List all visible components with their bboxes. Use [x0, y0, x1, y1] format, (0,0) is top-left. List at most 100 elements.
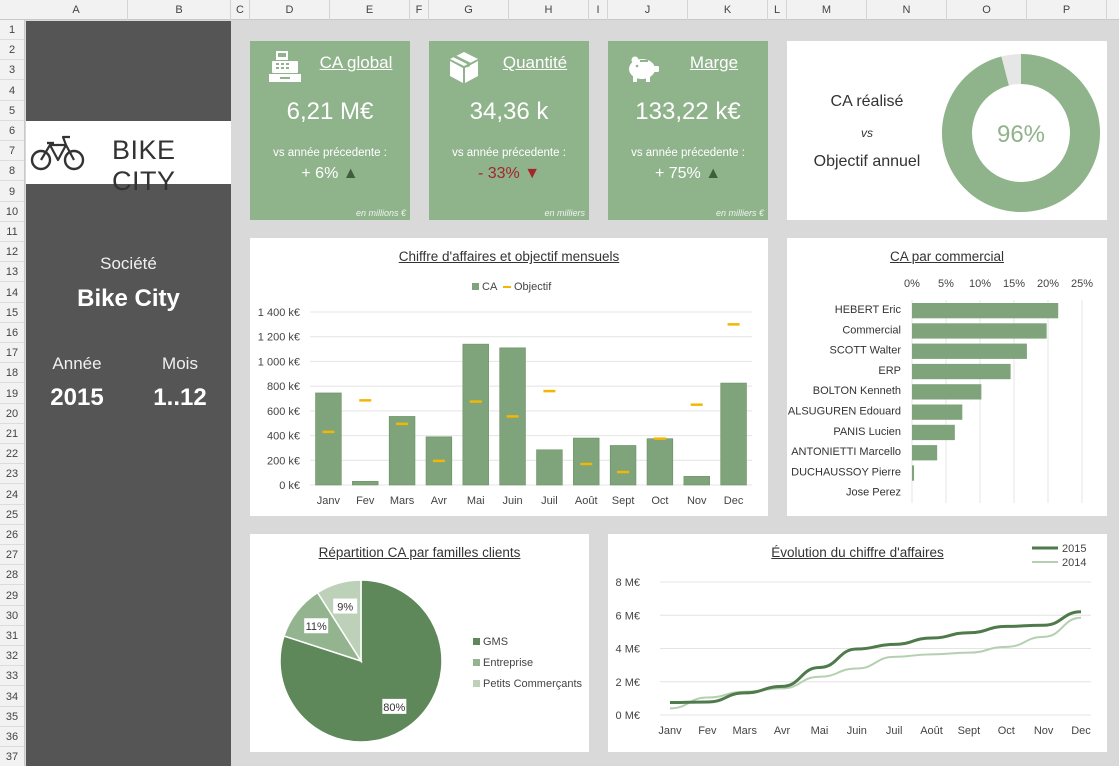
monthly-revenue-chart-panel[interactable]: Chiffre d'affaires et objectif mensuels … [250, 238, 768, 516]
piggy-bank-icon [629, 56, 659, 82]
row-header-14[interactable]: 14 [0, 283, 24, 303]
kpi-card-marge: Marge 133,22 k€ vs année précedente : + … [608, 41, 768, 220]
row-header-2[interactable]: 2 [0, 40, 24, 61]
column-header-N[interactable]: N [867, 0, 947, 20]
row-header-32[interactable]: 32 [0, 646, 24, 667]
row-header-36[interactable]: 36 [0, 727, 24, 747]
row-header-24[interactable]: 24 [0, 485, 24, 505]
row-header-3[interactable]: 3 [0, 60, 24, 81]
kpi-delta: + 75% ▲ [608, 165, 768, 183]
y-tick-label: 1 000 k€ [258, 356, 300, 368]
column-header-G[interactable]: G [429, 0, 509, 20]
column-header-A[interactable]: A [25, 0, 128, 20]
row-header-4[interactable]: 4 [0, 81, 24, 101]
row-header-23[interactable]: 23 [0, 464, 24, 485]
row-header-16[interactable]: 16 [0, 323, 24, 343]
column-header-P[interactable]: P [1027, 0, 1107, 20]
column-header-L[interactable]: L [768, 0, 787, 20]
objective-line-1: CA réalisé [830, 93, 904, 110]
sales-by-rep-chart-panel[interactable]: CA par commercial 0% 5% 10% 15% 20% 25% HEBERT… [787, 238, 1107, 516]
row-header-21[interactable]: 21 [0, 424, 24, 444]
column-header-D[interactable]: D [250, 0, 330, 20]
row-header-35[interactable]: 35 [0, 707, 24, 727]
row-header-37[interactable]: 37 [0, 747, 24, 766]
x-tick-label: Nov [1034, 725, 1054, 737]
x-tick-label: 0% [904, 278, 920, 290]
rep-name-label: ANTONIETTI Marcello [791, 446, 901, 458]
x-tick-label: Mars [390, 495, 415, 507]
legend-objectif-label: Objectif [514, 281, 552, 293]
column-header-K[interactable]: K [688, 0, 768, 20]
rep-bar [912, 303, 1059, 319]
row-header-6[interactable]: 6 [0, 121, 24, 141]
x-tick-label: 15% [1003, 278, 1025, 290]
column-header-B[interactable]: B [128, 0, 231, 20]
row-header-25[interactable]: 25 [0, 505, 24, 525]
row-header-8[interactable]: 8 [0, 161, 24, 182]
row-header-31[interactable]: 31 [0, 626, 24, 646]
row-header-27[interactable]: 27 [0, 545, 24, 566]
row-header-bar: 1 2 3 4 5 6 7 8 9 10 11 12 13 14 15 16 17 18 19 20 21 22 23 24 2… [0, 20, 25, 766]
kpi-card-ca-global: CA global 6,21 M€ vs année précedente : … [250, 41, 410, 220]
rep-name-label: BOLTON Kenneth [813, 385, 901, 397]
logo-text: BIKE CITY [112, 135, 176, 196]
x-tick-label: 20% [1037, 278, 1059, 290]
kpi-title[interactable]: Marge [689, 53, 739, 72]
customer-family-pie-chart: 80% 11% 9% GMS Entreprise Petits Commerçants [279, 579, 583, 743]
column-header-C[interactable]: C [231, 0, 250, 20]
row-header-13[interactable]: 13 [0, 262, 24, 283]
pie-label-box [382, 698, 407, 714]
row-header-10[interactable]: 10 [0, 202, 24, 222]
row-header-9[interactable]: 9 [0, 182, 24, 202]
revenue-evolution-chart-panel[interactable]: Évolution du chiffre d'affaires 0 M€ 2 M€… [608, 534, 1107, 752]
sales-by-rep-bar-chart: 0% 5% 10% 15% 20% 25% HEBERT Eric Commercial SCO… [788, 278, 1093, 503]
row-header-12[interactable]: 12 [0, 242, 24, 263]
row-header-29[interactable]: 29 [0, 586, 24, 606]
row-header-19[interactable]: 19 [0, 384, 24, 404]
revenue-bar [683, 476, 710, 486]
column-header-M[interactable]: M [787, 0, 867, 20]
pie-value-label: 80% [383, 702, 405, 714]
y-tick-label: 4 M€ [616, 644, 640, 656]
row-header-7[interactable]: 7 [0, 141, 24, 162]
column-header-F[interactable]: F [410, 0, 429, 20]
row-header-26[interactable]: 26 [0, 525, 24, 545]
row-header-30[interactable]: 30 [0, 606, 24, 626]
legend-label: 2015 [1062, 543, 1086, 555]
column-header-I[interactable]: I [589, 0, 608, 20]
rep-name-label: PANIS Lucien [833, 426, 901, 438]
row-header-1[interactable]: 1 [0, 20, 24, 40]
x-tick-label: Dec [1071, 725, 1091, 737]
x-tick-label: Juin [847, 725, 867, 737]
chart-title: Évolution du chiffre d'affaires [771, 545, 944, 560]
row-header-11[interactable]: 11 [0, 222, 24, 242]
column-header-O[interactable]: O [947, 0, 1027, 20]
legend-swatch [473, 638, 480, 645]
row-header-20[interactable]: 20 [0, 404, 24, 424]
row-header-18[interactable]: 18 [0, 363, 24, 384]
kpi-title[interactable]: Quantité [502, 53, 568, 72]
row-header-15[interactable]: 15 [0, 303, 24, 323]
rep-bar [912, 404, 963, 420]
x-tick-label: Sept [958, 725, 981, 737]
pie-label-box [304, 618, 329, 634]
pie-value-label: 9% [337, 602, 353, 614]
company-logo: BIKE CITY [26, 121, 231, 196]
year-value: 2015 [50, 384, 104, 411]
column-header-E[interactable]: E [330, 0, 410, 20]
row-header-5[interactable]: 5 [0, 101, 24, 121]
y-tick-label: 600 k€ [267, 406, 300, 418]
kpi-title[interactable]: CA global [319, 53, 393, 72]
customer-family-chart-panel[interactable]: Répartition CA par familles clients 80% 1… [250, 534, 589, 752]
revenue-bar [352, 480, 379, 486]
column-header-J[interactable]: J [608, 0, 688, 20]
row-header-22[interactable]: 22 [0, 444, 24, 465]
column-header-H[interactable]: H [509, 0, 589, 20]
row-header-17[interactable]: 17 [0, 343, 24, 364]
row-header-33[interactable]: 33 [0, 666, 24, 687]
legend-ca-label: CA [482, 281, 498, 293]
y-tick-label: 0 k€ [279, 480, 300, 492]
triangle-up-icon: ▲ [342, 165, 359, 182]
row-header-28[interactable]: 28 [0, 565, 24, 586]
row-header-34[interactable]: 34 [0, 687, 24, 707]
